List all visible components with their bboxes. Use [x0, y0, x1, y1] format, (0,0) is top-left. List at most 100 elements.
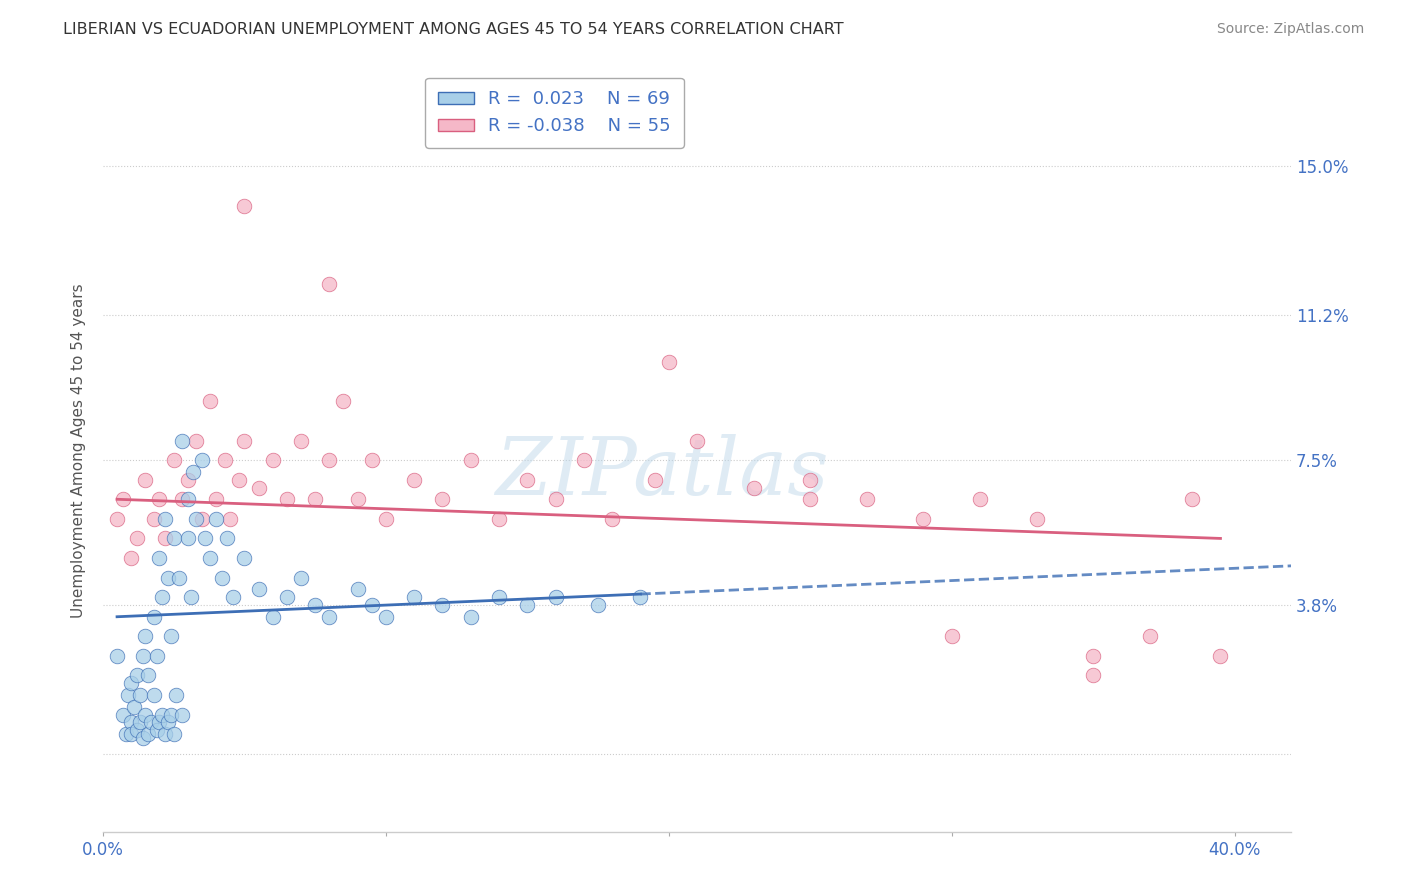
Point: [134, 629, 156, 643]
Point: [191, 512, 214, 526]
Legend: R =  0.023    N = 69, R = -0.038    N = 55: R = 0.023 N = 69, R = -0.038 N = 55: [425, 78, 683, 148]
Point: [105, 648, 128, 663]
Point: [219, 512, 242, 526]
Point: [360, 598, 382, 612]
Point: [122, 699, 145, 714]
Point: [117, 688, 139, 702]
Point: [572, 453, 595, 467]
Point: [145, 723, 167, 738]
Point: [156, 715, 179, 730]
Point: [290, 434, 312, 448]
Point: [630, 590, 652, 604]
Point: [516, 473, 538, 487]
Point: [145, 648, 167, 663]
Text: LIBERIAN VS ECUADORIAN UNEMPLOYMENT AMONG AGES 45 TO 54 YEARS CORRELATION CHART: LIBERIAN VS ECUADORIAN UNEMPLOYMENT AMON…: [63, 22, 844, 37]
Point: [162, 727, 184, 741]
Point: [162, 532, 184, 546]
Point: [136, 668, 159, 682]
Point: [262, 453, 284, 467]
Point: [1025, 512, 1047, 526]
Point: [111, 492, 134, 507]
Point: [1139, 629, 1161, 643]
Point: [686, 434, 709, 448]
Point: [162, 453, 184, 467]
Point: [111, 707, 134, 722]
Point: [856, 492, 879, 507]
Point: [969, 492, 991, 507]
Point: [172, 492, 194, 507]
Point: [148, 551, 170, 566]
Point: [460, 453, 482, 467]
Point: [304, 598, 326, 612]
Point: [169, 571, 191, 585]
Point: [183, 465, 205, 479]
Point: [374, 512, 396, 526]
Point: [177, 492, 200, 507]
Point: [516, 598, 538, 612]
Point: [1209, 648, 1232, 663]
Point: [153, 512, 176, 526]
Point: [180, 590, 202, 604]
Point: [166, 688, 188, 702]
Point: [153, 727, 176, 741]
Point: [128, 715, 150, 730]
Point: [233, 434, 256, 448]
Point: [125, 668, 148, 682]
Point: [200, 551, 222, 566]
Point: [262, 609, 284, 624]
Point: [150, 707, 173, 722]
Point: [200, 394, 222, 409]
Point: [374, 609, 396, 624]
Point: [142, 512, 165, 526]
Text: ZIPatlas: ZIPatlas: [495, 434, 828, 512]
Point: [205, 492, 228, 507]
Point: [136, 727, 159, 741]
Point: [159, 707, 181, 722]
Point: [134, 473, 156, 487]
Point: [488, 590, 510, 604]
Point: [404, 590, 426, 604]
Point: [134, 707, 156, 722]
Point: [233, 198, 256, 212]
Point: [159, 629, 181, 643]
Point: [318, 609, 340, 624]
Point: [131, 731, 153, 746]
Point: [304, 492, 326, 507]
Point: [131, 648, 153, 663]
Point: [114, 727, 136, 741]
Point: [211, 571, 233, 585]
Point: [217, 532, 239, 546]
Point: [194, 532, 217, 546]
Text: Source: ZipAtlas.com: Source: ZipAtlas.com: [1216, 22, 1364, 37]
Point: [233, 551, 256, 566]
Point: [153, 532, 176, 546]
Point: [125, 723, 148, 738]
Point: [644, 473, 666, 487]
Point: [186, 512, 208, 526]
Point: [544, 590, 567, 604]
Point: [488, 512, 510, 526]
Point: [128, 688, 150, 702]
Point: [142, 688, 165, 702]
Point: [172, 434, 194, 448]
Point: [1181, 492, 1204, 507]
Point: [276, 590, 298, 604]
Point: [290, 571, 312, 585]
Point: [346, 582, 368, 597]
Point: [600, 512, 623, 526]
Point: [105, 512, 128, 526]
Point: [799, 492, 821, 507]
Point: [205, 512, 228, 526]
Point: [142, 609, 165, 624]
Point: [544, 492, 567, 507]
Point: [1081, 648, 1104, 663]
Point: [247, 481, 270, 495]
Point: [120, 676, 142, 690]
Point: [404, 473, 426, 487]
Point: [346, 492, 368, 507]
Point: [432, 492, 454, 507]
Point: [247, 582, 270, 597]
Point: [228, 473, 250, 487]
Point: [460, 609, 482, 624]
Point: [318, 453, 340, 467]
